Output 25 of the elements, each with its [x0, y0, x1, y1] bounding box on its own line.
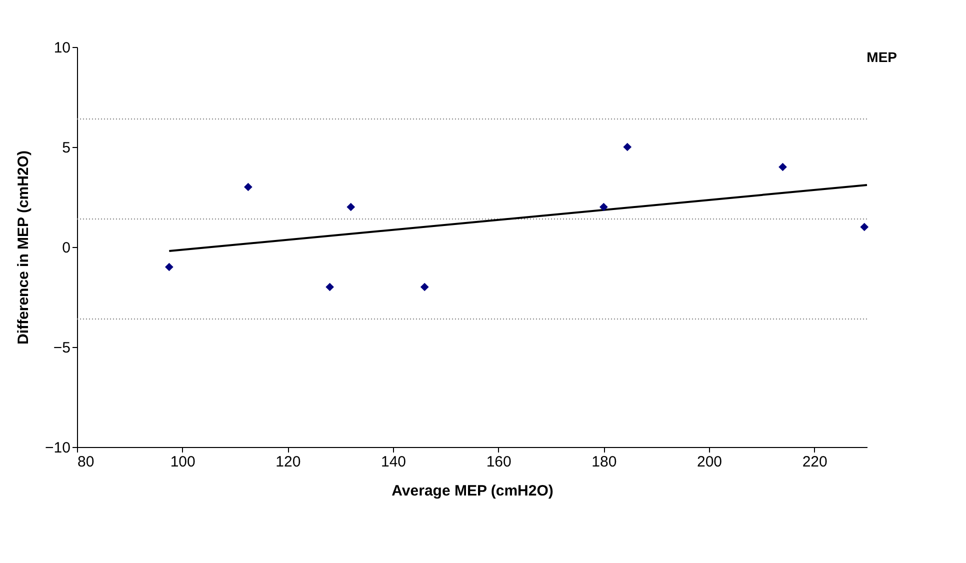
y-axis-title: Difference in MEP (cmH2O)	[15, 150, 32, 344]
point	[860, 222, 869, 232]
x-tick-label: 180	[592, 454, 617, 470]
annotation: MEP	[866, 49, 897, 65]
x-tick-label: 100	[170, 454, 196, 470]
x-tick-label: 220	[802, 454, 828, 470]
point	[420, 282, 429, 292]
y-tick-label: 5	[62, 140, 70, 156]
point	[778, 162, 787, 172]
x-tick-label: 140	[380, 454, 406, 470]
point	[346, 202, 356, 212]
y-tick-label: 10	[54, 40, 70, 56]
x-tick-label: 120	[276, 454, 301, 470]
y-tick-label: −10	[45, 440, 70, 456]
point	[164, 262, 174, 272]
point	[599, 202, 608, 212]
point	[623, 142, 632, 152]
x-tick-label: 200	[696, 454, 722, 470]
x-tick-label: 160	[486, 454, 512, 470]
point	[326, 282, 334, 292]
y-tick-label: 0	[62, 240, 70, 256]
x-tick-label: 80	[78, 454, 94, 470]
y-tick-label: −5	[53, 340, 70, 356]
point	[244, 182, 252, 192]
x-axis-title: Average MEP (cmH2O)	[392, 482, 554, 500]
